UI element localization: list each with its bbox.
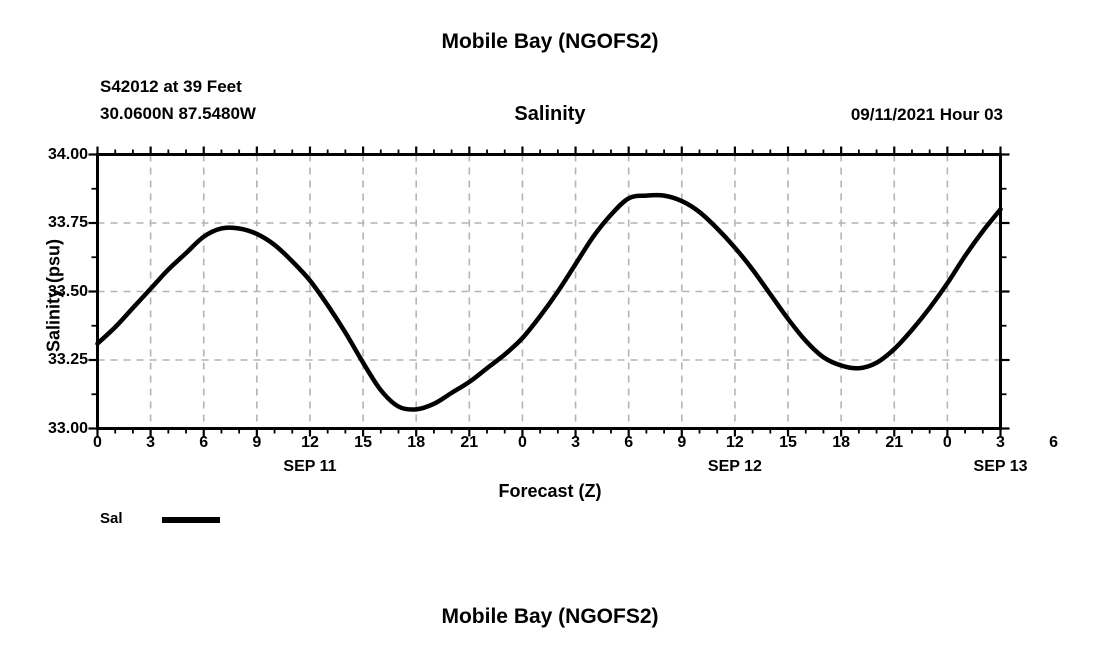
plot-frame <box>96 153 1002 430</box>
page-title: Mobile Bay (NGOFS2) <box>441 30 659 53</box>
y-tick-label: 33.75 <box>47 214 88 231</box>
y-tick-label: 34.00 <box>47 145 88 163</box>
legend-line-swatch <box>162 517 220 523</box>
y-tick-label: 33.00 <box>47 419 88 437</box>
x-axis-day-label: SEP 11 <box>283 458 337 475</box>
x-tick-label: 0 <box>942 434 952 451</box>
x-tick-label: 3 <box>996 434 1005 451</box>
x-axis-day-label: SEP 12 <box>707 458 762 475</box>
x-tick-label: 12 <box>301 434 319 451</box>
y-tick-label: 33.25 <box>47 351 88 368</box>
model-run-timestamp: 09/11/2021 Hour 03 <box>850 105 1003 124</box>
station-depth-label: S42012 at 39 Feet <box>100 77 242 96</box>
x-tick-label: 9 <box>252 434 262 451</box>
x-tick-label: 12 <box>726 434 744 451</box>
x-tick-label: 21 <box>885 434 904 451</box>
x-tick-label: 0 <box>517 434 527 451</box>
gridlines <box>97 154 1001 429</box>
x-tick-label: 15 <box>779 434 797 451</box>
x-tick-label: 18 <box>407 434 426 451</box>
footer-title: Mobile Bay (NGOFS2) <box>441 605 659 628</box>
x-axis-label: Forecast (Z) <box>498 481 602 501</box>
x-tick-label: 3 <box>146 434 156 451</box>
x-tick-label: 0 <box>93 434 102 451</box>
y-tick-label: 33.50 <box>47 282 88 300</box>
x-tick-label: 18 <box>832 434 851 451</box>
x-tick-label: 9 <box>677 434 687 451</box>
x-tick-label: 6 <box>199 434 209 451</box>
x-tick-label: 15 <box>354 434 372 451</box>
x-tick-label: 3 <box>571 434 580 451</box>
chart-subtitle: Salinity <box>514 103 586 125</box>
salinity-line <box>95 192 1003 412</box>
x-tick-label: 21 <box>460 434 479 451</box>
x-axis-day-label: SEP 13 <box>973 458 1028 475</box>
station-coordinates-label: 30.0600N 87.5480W <box>100 104 256 123</box>
x-tick-label: 6 <box>624 434 634 451</box>
legend-label-sal: Sal <box>100 510 123 527</box>
x-tick-label: 6 <box>1049 434 1059 451</box>
